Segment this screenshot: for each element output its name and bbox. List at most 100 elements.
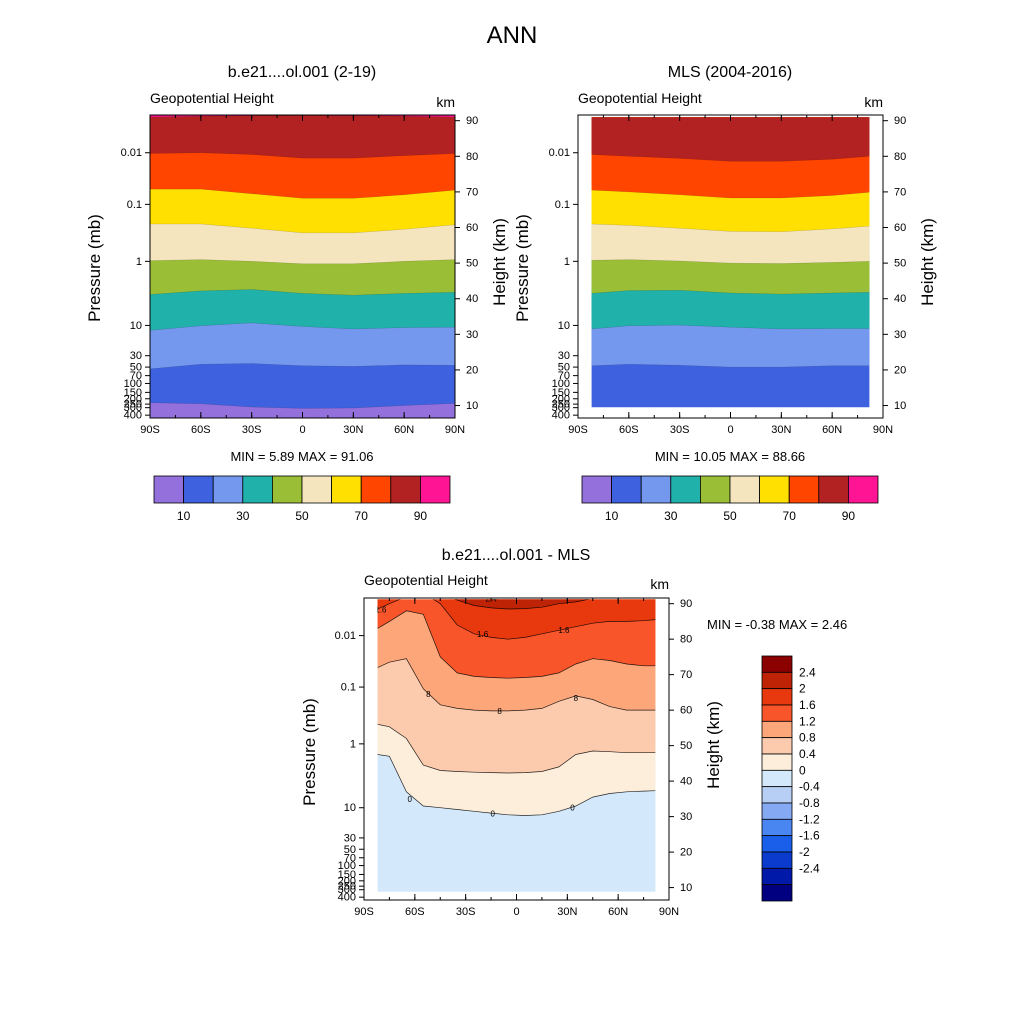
obs-colorbar-box-1 [611,475,642,504]
obs-ptick-label-3: 10 [558,320,570,332]
diff-subtitle-right: km [650,576,669,592]
obs-colorbar-label-4: 90 [842,509,856,523]
obs-ptick-label-8: 150 [552,387,570,399]
model-ylabel-right: Height (km) [490,218,509,306]
model-xtick-label-2: 30S [242,424,262,436]
model-xtick-label-4: 30N [343,424,363,436]
diff-contour-line-2 [454,599,590,610]
diff-colorbar-label-11: -2 [799,845,810,859]
model-ptick-label-3: 10 [130,320,142,332]
diff-contour-label-0: 2.4 [486,595,498,604]
diff-colorbar-label-6: 0 [799,763,806,777]
diff-colorbar-label-1: 2 [799,682,806,696]
diff-colorbar-label-5: 0.4 [799,747,816,761]
diff-contour-line-0.8 [377,658,656,712]
diff-ptick-label-3: 10 [344,802,356,814]
diff-colorbar-label-0: 2.4 [799,665,816,679]
model-colorbar-label-2: 50 [295,509,309,523]
model-panel: b.e21....ol.001 (2-19) Geopotential Heig… [85,64,509,523]
diff-colorbar-box-3 [761,704,793,722]
diff-htick-label-2: 30 [680,811,692,823]
model-fill-level-80 [150,115,455,159]
obs-ptick-label-10: 250 [552,399,570,411]
diff-colorbar-box-11 [761,835,793,853]
obs-ptick-label-4: 30 [558,350,570,362]
obs-ptick-label-6: 70 [558,370,570,382]
diff-ptick-label-10: 250 [338,881,356,893]
obs-ylabel-right: Height (km) [918,218,937,306]
diff-contour-line-1.2 [377,610,656,679]
model-contour-fills [150,115,455,418]
diff-ptick-label-0: 0.01 [335,630,356,642]
diff-xtick-label-6: 90N [659,906,679,918]
model-colorbar-box-0 [153,475,185,504]
obs-colorbar-label-0: 10 [605,509,619,523]
obs-colorbar-box-3 [670,475,701,504]
figure-title: ANN [487,22,538,49]
obs-contour-line-50 [591,259,870,264]
model-contour-line-30 [150,322,455,331]
diff-xtick-label-2: 30S [456,906,476,918]
obs-htick-label-6: 70 [894,186,906,198]
obs-colorbar-box-7 [788,475,820,504]
diff-colorbar-box-7 [761,769,793,788]
obs-ptick-label-11: 300 [552,402,570,414]
model-ptick-label-8: 150 [124,387,142,399]
diff-ptick-label-1: 0.1 [341,682,356,694]
diff-colorbar-label-9: -1.2 [799,812,820,826]
obs-colorbar-label-1: 30 [664,509,678,523]
obs-panel: MLS (2004-2016) Geopotential Height km P… [513,64,937,523]
diff-ptick-label-9: 200 [338,875,356,887]
diff-htick-label-5: 60 [680,705,692,717]
diff-xtick-label-5: 60N [608,906,628,918]
obs-colorbar-box-4 [700,475,731,504]
model-xtick-label-0: 90S [140,424,160,436]
model-colorbar-label-4: 90 [414,509,428,523]
obs-contour-line-80 [591,154,870,162]
model-ptick-label-6: 70 [130,370,142,382]
model-subtitle-left: Geopotential Height [150,90,274,106]
obs-htick-label-4: 50 [894,258,906,270]
diff-fill-level-2 [455,599,588,609]
obs-contour-line-60 [591,223,870,233]
model-colorbar-box-1 [183,475,214,504]
diff-xtick-label-4: 30N [557,906,577,918]
obs-contour-line-30 [591,324,870,330]
diff-contour-label-8: 0 [491,809,496,818]
diff-contour-label-3: 1.6 [558,626,570,635]
diff-colorbar-box-8 [761,786,793,804]
model-colorbar-box-2 [212,475,244,504]
obs-xtick-label-0: 90S [568,424,588,436]
diff-ptick-label-2: 1 [350,738,356,750]
model-xtick-label-5: 60N [394,424,414,436]
model-colorbar-label-1: 30 [236,509,250,523]
obs-colorbar-box-5 [729,475,761,504]
diff-contour-line-0.4 [377,723,656,774]
diff-contour-label-9: 0 [570,803,575,812]
model-htick-label-6: 70 [466,186,478,198]
diff-contour-label-5: 8 [497,707,502,716]
obs-xtick-label-4: 30N [771,424,791,436]
diff-colorbar-label-2: 1.6 [799,698,816,712]
obs-colorbar-box-0 [581,475,613,504]
diff-contour-fills: 2.4 1.6 1.6 1.6 8 8 8 0 0 0 [377,595,656,892]
diff-colorbar-box-0 [761,655,793,673]
obs-contour-fills [591,117,870,408]
diff-contour-label-7: 0 [408,795,413,804]
obs-ptick-label-12: 400 [552,410,570,422]
model-ptick-label-11: 300 [124,402,142,414]
diff-colorbar-box-9 [761,802,793,820]
diff-xtick-label-3: 0 [513,906,519,918]
diff-htick-label-0: 10 [680,882,692,894]
diff-colorbar-box-10 [761,818,793,837]
diff-ptick-label-4: 30 [344,832,356,844]
obs-htick-label-5: 60 [894,222,906,234]
obs-xtick-label-5: 60N [822,424,842,436]
model-ptick-label-4: 30 [130,350,142,362]
diff-contour-line-0 [377,754,656,816]
obs-colorbar-box-6 [759,475,790,504]
model-colorbar-box-7 [360,475,392,504]
model-ptick-label-7: 100 [124,378,142,390]
obs-colorbar-box-8 [818,475,849,504]
